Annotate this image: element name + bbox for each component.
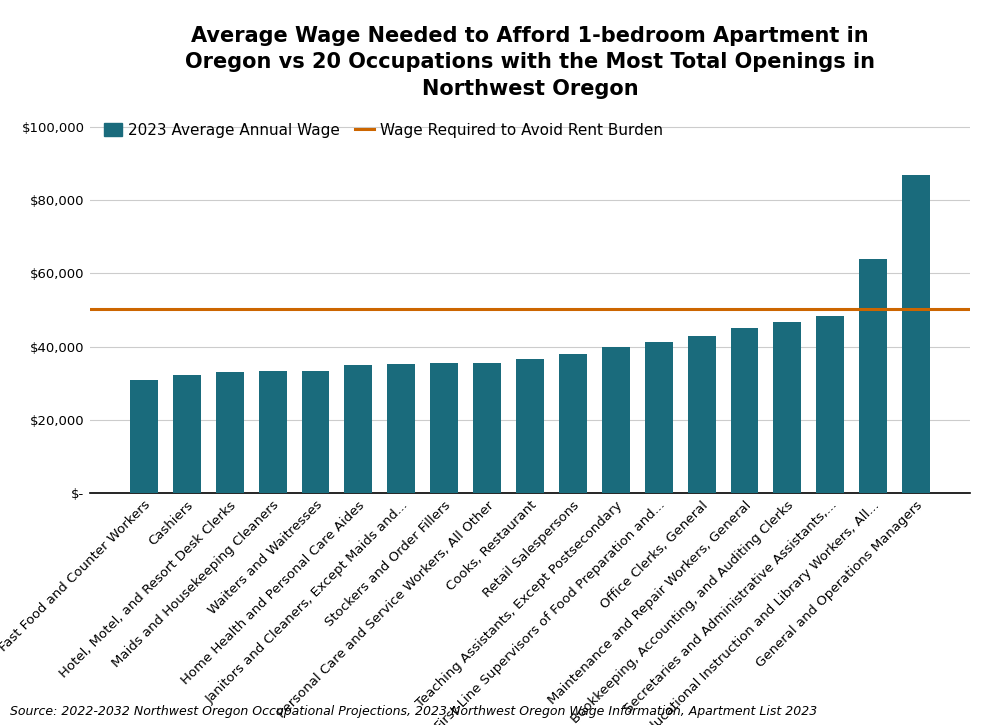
Bar: [302, 370, 329, 493]
Bar: [645, 342, 673, 493]
Text: Source: 2022-2032 Northwest Oregon Occupational Projections, 2023 Northwest Oreg: Source: 2022-2032 Northwest Oregon Occup…: [10, 705, 817, 718]
Bar: [816, 315, 844, 493]
Legend: 2023 Average Annual Wage, Wage Required to Avoid Rent Burden: 2023 Average Annual Wage, Wage Required …: [98, 117, 669, 144]
Bar: [731, 328, 758, 493]
Bar: [773, 322, 801, 493]
Bar: [259, 371, 287, 493]
Bar: [216, 371, 244, 493]
Bar: [173, 375, 201, 493]
Title: Average Wage Needed to Afford 1-bedroom Apartment in
Oregon vs 20 Occupations wi: Average Wage Needed to Afford 1-bedroom …: [185, 26, 875, 99]
Bar: [387, 364, 415, 493]
Bar: [344, 365, 372, 493]
Bar: [473, 362, 501, 493]
Bar: [859, 259, 887, 493]
Bar: [516, 359, 544, 493]
Bar: [559, 354, 587, 493]
Bar: [602, 347, 630, 493]
Bar: [688, 336, 716, 493]
Bar: [902, 175, 930, 493]
Bar: [430, 363, 458, 493]
Bar: [130, 381, 158, 493]
